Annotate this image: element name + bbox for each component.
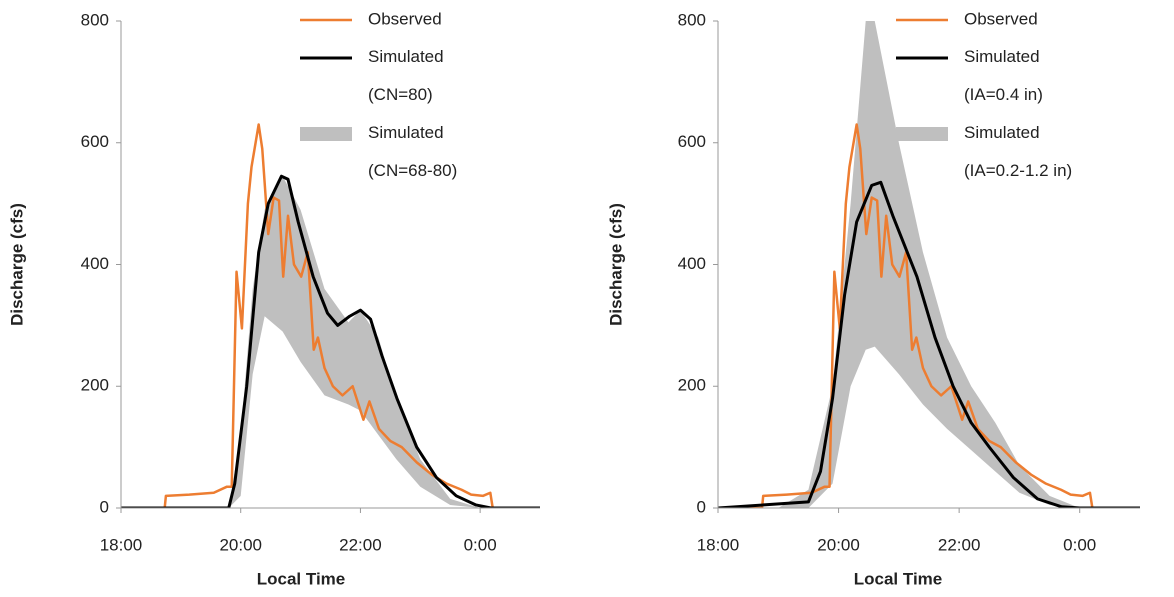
legend-label: Observed: [964, 9, 1038, 28]
y-tick-label: 0: [100, 497, 109, 516]
y-tick-label: 400: [81, 254, 109, 273]
y-axis-title: Discharge (cfs): [7, 203, 26, 326]
legend-line: Simulated: [964, 47, 1044, 66]
x-tick-label: 0:00: [1063, 535, 1096, 554]
x-tick-label: 20:00: [219, 535, 262, 554]
x-tick-label: 22:00: [339, 535, 382, 554]
series-line: [718, 180, 1140, 508]
x-tick-label: 0:00: [464, 535, 497, 554]
legend-line: (CN=68-80): [368, 161, 457, 180]
x-axis-title: Local Time: [854, 569, 943, 588]
x-tick-label: 22:00: [938, 535, 981, 554]
legend-label: Simulated (IA=0.4 in): [964, 47, 1044, 104]
legend-line: Simulated: [368, 123, 448, 142]
legend-line: (IA=0.2-1.2 in): [964, 161, 1072, 180]
legend-swatch: [300, 127, 352, 141]
x-axis-title: Local Time: [257, 569, 346, 588]
legend-line: Simulated: [964, 123, 1044, 142]
y-tick-label: 600: [678, 132, 706, 151]
legend-label: Simulated (IA=0.2-1.2 in): [964, 123, 1072, 180]
y-tick-label: 800: [81, 10, 109, 29]
legend-line: (IA=0.4 in): [964, 85, 1043, 104]
series-line: [121, 174, 540, 508]
band-area: [121, 176, 540, 508]
x-tick-label: 20:00: [817, 535, 860, 554]
x-tick-label: 18:00: [100, 535, 143, 554]
legend-line: (CN=80): [368, 85, 433, 104]
legend-label: Simulated (CN=68-80): [368, 123, 457, 180]
band-area: [718, 21, 1140, 508]
legend-label: Simulated (CN=80): [368, 47, 448, 104]
y-tick-label: 200: [81, 376, 109, 395]
legend-line: Simulated: [368, 47, 448, 66]
y-tick-label: 200: [678, 376, 706, 395]
y-tick-label: 600: [81, 132, 109, 151]
y-axis-title: Discharge (cfs): [606, 203, 625, 326]
x-tick-label: 18:00: [697, 535, 740, 554]
legend-label: Observed: [368, 9, 442, 28]
legend-swatch: [896, 127, 948, 141]
y-tick-label: 800: [678, 10, 706, 29]
y-tick-label: 0: [697, 497, 706, 516]
y-tick-label: 400: [678, 254, 706, 273]
